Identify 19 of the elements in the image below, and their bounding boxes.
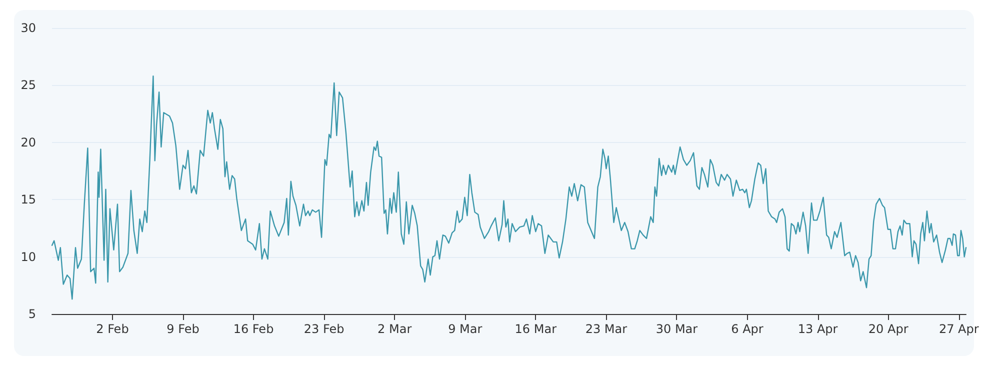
x-tick-label: 23 Feb [304,322,344,336]
x-tick-label: 16 Feb [233,322,274,336]
x-tick-label: 6 Apr [731,322,764,336]
x-tick-label: 9 Feb [166,322,200,336]
y-tick-label: 5 [28,307,36,321]
y-tick-label: 25 [20,78,36,92]
x-tick-label: 13 Apr [798,322,838,336]
x-tick-label: 2 Feb [96,322,129,336]
x-tick-label: 9 Mar [448,322,482,336]
y-tick-label: 10 [20,250,36,264]
x-tick-label: 23 Mar [585,322,628,336]
x-tick-label: 16 Mar [514,322,557,336]
y-tick-label: 20 [20,135,36,150]
x-tick-label: 30 Mar [656,322,698,336]
x-tick-label: 2 Mar [378,322,412,336]
y-tick-label: 30 [20,21,36,35]
x-tick-label: 27 Apr [938,322,979,336]
y-tick-label: 15 [20,192,36,207]
x-tick-label: 20 Apr [868,322,908,336]
